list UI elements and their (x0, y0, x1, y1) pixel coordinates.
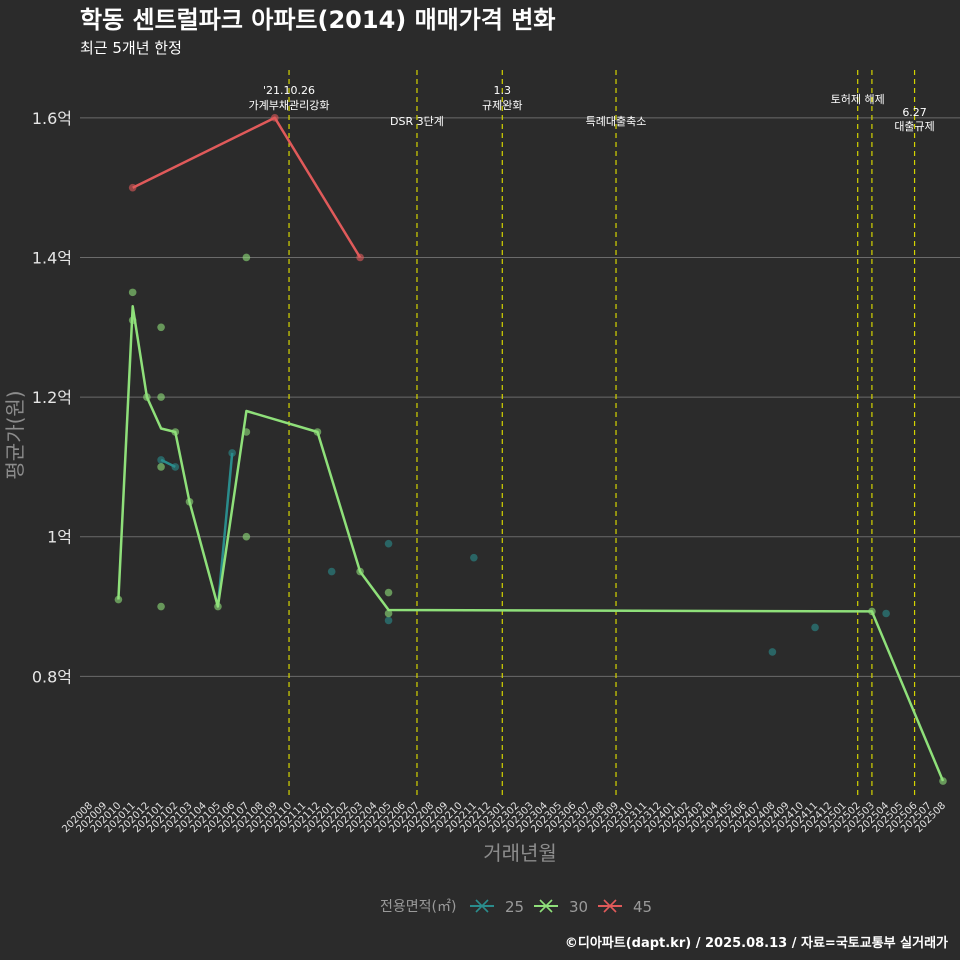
series-line-25 (160, 458, 176, 469)
x-axis-label: 거래년월 (483, 841, 557, 865)
data-point-30 (114, 595, 123, 604)
series-line-45 (132, 116, 362, 259)
credit-text: ©디아파트(dapt.kr) / 2025.08.13 / 자료=국토교통부 실… (565, 935, 948, 951)
event-label: 대출규제 (894, 120, 934, 133)
legend-label-30: 30 (569, 898, 588, 916)
legend-label-25: 25 (505, 898, 524, 916)
y-tick-label: 0.8억 (32, 667, 72, 686)
y-tick-label: 1억 (47, 528, 72, 547)
data-point-25 (384, 539, 393, 548)
y-tick-label: 1.6억 (32, 109, 72, 128)
data-point-30 (157, 463, 165, 471)
event-label: 특례대출축소 (586, 115, 647, 128)
data-point-25 (470, 553, 478, 562)
data-point-25 (768, 648, 777, 656)
chart-subtitle: 최근 5개년 한정 (80, 39, 182, 57)
event-label: DSR 3단계 (390, 115, 444, 128)
data-points (114, 114, 947, 785)
legend-cross-30 (539, 899, 553, 913)
y-tick-label: 1.4억 (32, 248, 72, 267)
grid-lines (80, 117, 960, 677)
data-point-25 (811, 623, 819, 632)
x-axis-ticks: 2020082020092020102020112020122021012021… (60, 800, 948, 835)
event-label: 1.3 (494, 84, 512, 97)
series-line-25 (216, 452, 234, 607)
event-label: '21.10.26 (263, 84, 315, 97)
data-point-30 (157, 323, 165, 332)
data-point-30 (157, 393, 165, 401)
legend-title: 전용면적(㎡) (380, 899, 456, 915)
legend-cross-25 (475, 899, 489, 913)
data-point-30 (242, 253, 251, 262)
legend-label-45: 45 (633, 898, 652, 916)
y-tick-label: 1.2억 (32, 388, 72, 407)
legend: 전용면적(㎡) 25 30 45 (380, 898, 652, 916)
event-label: 6.27 (902, 106, 927, 119)
series-lines (117, 116, 945, 782)
event-label: 가계부채관리강화 (249, 99, 330, 112)
data-point-25 (882, 609, 890, 618)
data-point-25 (327, 567, 336, 576)
data-point-30 (128, 288, 137, 297)
data-point-30 (157, 602, 165, 611)
data-point-30 (384, 609, 393, 618)
event-label: 토허제 해제 (831, 92, 885, 106)
event-label: 규제완화 (482, 99, 522, 112)
chart-title: 학동 센트럴파크 아파트(2014) 매매가격 변화 (80, 6, 555, 34)
y-axis-label: 평균가(원) (3, 390, 27, 479)
data-point-30 (384, 588, 393, 597)
y-axis-ticks: 0.8억 1억 1.2억 1.4억 1.6억 (32, 109, 72, 686)
data-point-30 (242, 532, 251, 541)
series-line-30 (117, 305, 945, 782)
legend-cross-45 (603, 899, 617, 913)
data-point-25 (384, 616, 393, 625)
